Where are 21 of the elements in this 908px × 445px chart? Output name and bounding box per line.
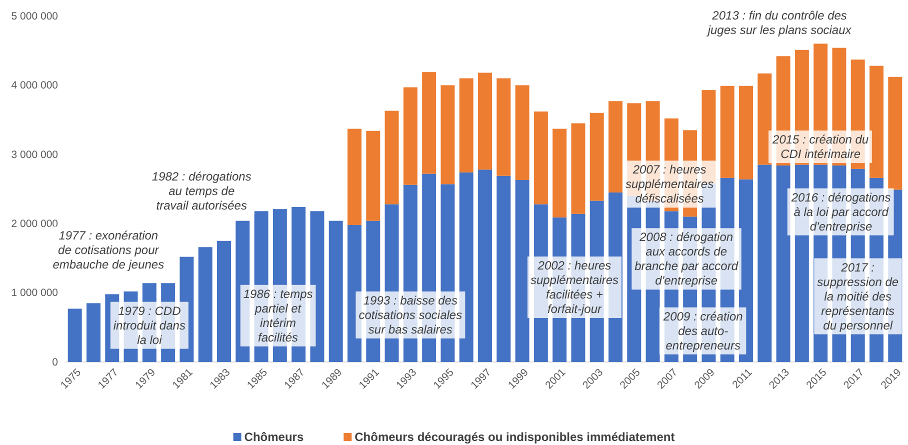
annotation: 1979 : CDD introduit dans la loi <box>113 304 186 347</box>
legend-label: Chômeurs découragés ou indisponibles immédiatement <box>354 430 675 444</box>
annotation: 2008 : dérogation aux accords de branche par accord d'entreprise <box>634 230 738 288</box>
annotation: 2009 : création des auto- entrepreneurs <box>662 309 744 352</box>
y-tick-label: 1 000 000 <box>11 287 58 300</box>
annotation: 2015 : création du CDI intérimaire <box>772 132 869 162</box>
annotation: 2017 : suppression de la moitié des représentants du personnel <box>817 260 899 332</box>
annotation: 2007 : heures supplémentaires défiscalisées <box>626 162 714 206</box>
annotation: 1993 : baisse des cotisations sociales sur bas salaires <box>358 293 462 336</box>
y-tick-label: 0 <box>52 356 58 368</box>
annotation: 2002 : heures supplémentaires facilitées + forfait-jour <box>530 258 619 316</box>
annotation: 2016 : dérogations à la loi par accord d'entreprise <box>790 190 891 234</box>
annotation: 2013 : fin du contrôle des juges sur les plans sociaux <box>706 8 852 38</box>
legend-label: Chômeurs <box>244 430 304 444</box>
y-tick-label: 5 000 000 <box>11 10 58 22</box>
annotation: 1986 : temps partiel et intérim facilités <box>243 286 313 344</box>
annotation: 1982 : dérogations au temps de travail autorisées <box>152 170 252 213</box>
y-tick-label: 2 000 000 <box>11 218 58 230</box>
annotation: 1977 : exonération de cotisations pour embauche de jeunes <box>52 228 164 272</box>
y-tick-label: 4 000 000 <box>11 80 58 92</box>
y-tick-label: 3 000 000 <box>11 148 58 161</box>
